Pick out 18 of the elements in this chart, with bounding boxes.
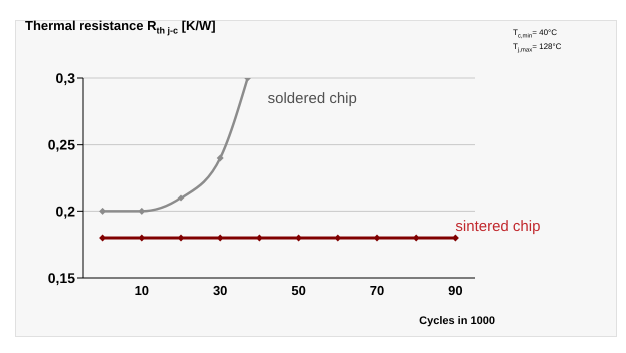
point <box>138 208 146 215</box>
point <box>178 194 184 202</box>
point <box>216 154 224 162</box>
x-tick-label: 50 <box>291 283 306 298</box>
x-axis-title: Cycles in 1000 <box>419 315 495 327</box>
y-tick-label: 0,3 <box>56 70 76 86</box>
y-tick-label: 0,2 <box>56 203 76 220</box>
text: T$_{j,max}$= 128°C <box>513 42 562 54</box>
x-tick-label: 70 <box>370 283 384 298</box>
y-tick-label: 0,15 <box>48 270 76 286</box>
series-label: sintered chip <box>455 218 540 235</box>
text: T$_{c,min}$= 40°C <box>513 28 558 40</box>
x-tick-label: 90 <box>448 283 463 298</box>
y-tick-label: 0,25 <box>48 136 76 153</box>
chart-title: Thermal resistance R$_{th j-c}$ [K/W] <box>25 18 216 36</box>
x-tick-label: 30 <box>212 283 228 298</box>
x-tick-label: 10 <box>134 283 150 298</box>
series-label: soldered chip <box>268 90 357 107</box>
